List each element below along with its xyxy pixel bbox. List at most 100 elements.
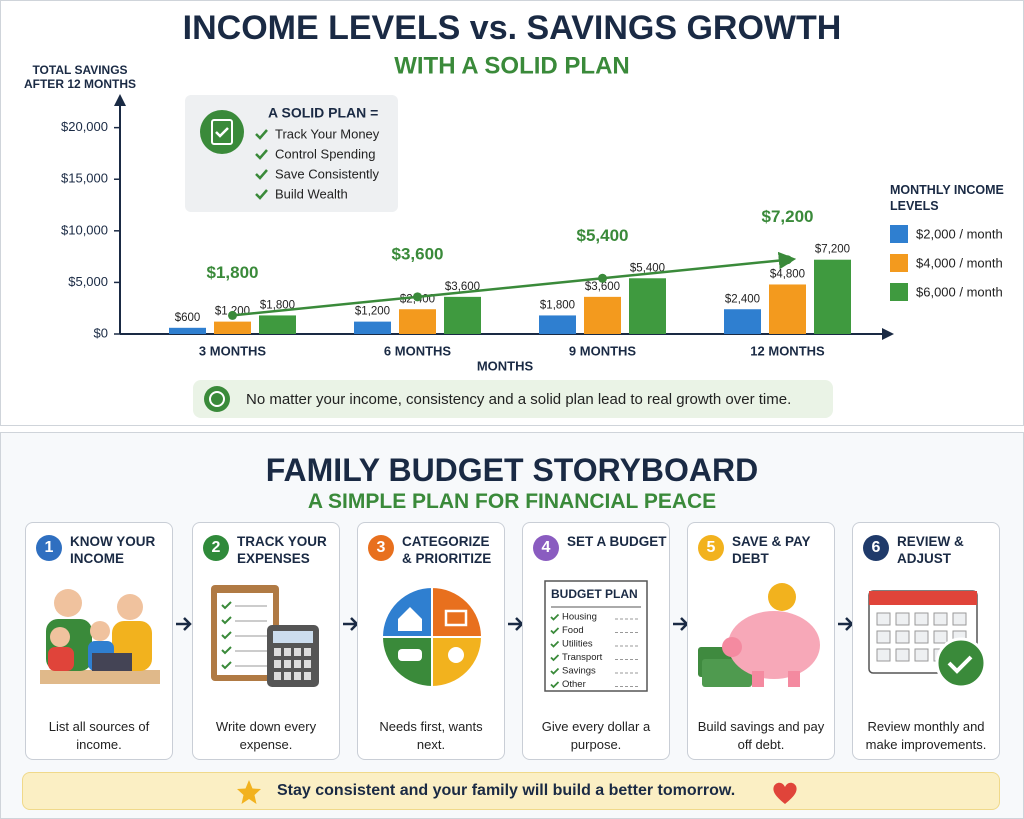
chart-subtitle: WITH A SOLID PLAN [394, 52, 630, 79]
laptop [92, 653, 132, 671]
legend-swatch [890, 283, 908, 301]
budget-check [550, 681, 560, 689]
step-illustration [868, 590, 987, 689]
step-title: CATEGORIZE & PRIORITIZE [402, 534, 492, 566]
parent-head [54, 589, 82, 617]
legend-label: $2,000 / month [916, 226, 1003, 241]
key [274, 648, 281, 656]
child-body [48, 647, 74, 671]
bar [399, 309, 436, 334]
step-illustration [211, 585, 319, 687]
trend-point [413, 292, 422, 302]
check [947, 655, 973, 674]
day [876, 630, 891, 644]
step-caption: Review monthly and make improvements. [865, 719, 987, 752]
trend-point [783, 255, 792, 265]
key [274, 660, 281, 668]
bar-value-label: $3,600 [585, 281, 620, 293]
budget-check [550, 613, 560, 621]
key [284, 672, 291, 680]
step-number: 4 [533, 535, 559, 561]
bulb-icon [448, 647, 464, 663]
arrow-shape [343, 617, 359, 631]
key [304, 648, 311, 656]
check [221, 616, 232, 625]
snout [722, 637, 742, 657]
check [221, 601, 232, 610]
plan-item: Build Wealth [275, 186, 348, 201]
step-caption: Give every dollar a purpose. [541, 719, 651, 752]
leg [752, 671, 764, 687]
key [284, 648, 291, 656]
trend-value-label: $7,200 [762, 207, 814, 226]
trend-point [228, 310, 237, 320]
bar-value-label: $3,600 [445, 281, 480, 293]
budget-check [550, 667, 560, 675]
arrow-shape [838, 617, 854, 631]
step-card: 3 CATEGORIZE & PRIORITIZE Needs first, wan… [357, 522, 505, 760]
bar-value-label: $7,200 [815, 244, 850, 256]
screen [273, 631, 313, 643]
bar [214, 321, 251, 334]
day [933, 630, 948, 644]
day [895, 630, 910, 644]
key [294, 648, 301, 656]
budget-item: Savings [562, 666, 596, 677]
bar [259, 315, 296, 334]
bar [354, 321, 391, 334]
coin [768, 583, 796, 611]
star-icon [237, 780, 261, 804]
table [40, 670, 160, 684]
cart-icon [444, 609, 468, 627]
step-card: 6 REVIEW & ADJUST Review monthly and make … [852, 522, 1000, 760]
bar-value-label: $1,800 [540, 299, 575, 311]
step-illustration [698, 583, 820, 687]
check [221, 631, 232, 640]
leg [788, 671, 800, 687]
key [294, 672, 301, 680]
step-illustration [380, 585, 484, 689]
check [221, 661, 232, 670]
step-number: 6 [863, 535, 889, 561]
trend-value-label: $5,400 [577, 226, 629, 245]
x-tick-label: 9 MONTHS [569, 343, 637, 358]
step-number: 2 [203, 535, 229, 561]
trend-value-label: $1,800 [207, 263, 259, 282]
day [895, 612, 910, 626]
bar [814, 259, 851, 334]
footer-box: Stay consistent and your family will bui… [22, 772, 1000, 810]
plan-check [255, 169, 268, 180]
note-icon [204, 386, 230, 412]
day [914, 648, 929, 662]
key [294, 660, 301, 668]
step-arrow [176, 617, 192, 631]
budget-item: Housing [562, 612, 597, 623]
step-number: 3 [368, 535, 394, 561]
x-tick-label: 12 MONTHS [750, 343, 825, 358]
bar [539, 315, 576, 334]
bar-value-label: $2,400 [725, 293, 760, 305]
step-caption: Build savings and pay off debt. [697, 719, 825, 752]
day [914, 612, 929, 626]
step-card: 4 SET A BUDGET Give every dollar a purpose… [522, 522, 670, 760]
plan-check [255, 129, 268, 140]
chart-title: INCOME LEVELS vs. SAVINGS GROWTH [183, 9, 842, 47]
arrow-shape [508, 617, 524, 631]
key [304, 672, 311, 680]
y-tick-label: $10,000 [61, 222, 108, 237]
plan-icon-clipboard [211, 119, 233, 145]
bar-value-label: $5,400 [630, 262, 665, 274]
plan-title: A SOLID PLAN = [268, 105, 378, 121]
step-card: 1 KNOW YOUR INCOME List all sources of inc… [25, 522, 173, 760]
step-illustration [40, 589, 160, 684]
bar-value-label: $4,800 [770, 269, 805, 281]
step-number: 5 [698, 535, 724, 561]
y-tick-label: $15,000 [61, 171, 108, 186]
budget-item: Other [562, 679, 586, 690]
check-badge [935, 637, 987, 689]
house-icon [398, 607, 422, 631]
step-title: KNOW YOUR INCOME [70, 534, 156, 566]
budget-check [550, 640, 560, 648]
trend-value-label: $3,600 [392, 244, 444, 263]
